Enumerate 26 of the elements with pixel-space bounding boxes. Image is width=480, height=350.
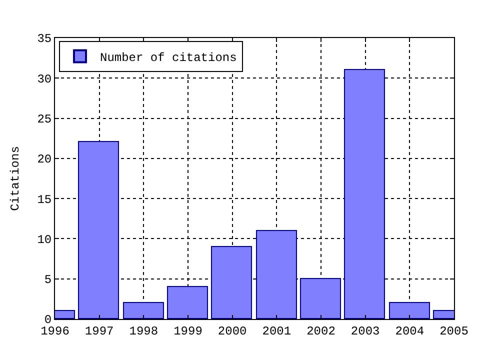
bar [300,278,341,319]
y-tick-label: 20 [37,152,52,167]
y-tick-label: 10 [37,232,52,247]
legend-label: Number of citations [100,50,237,65]
bar [344,69,385,319]
x-tick-label: 1999 [174,324,202,338]
bar [167,286,208,319]
y-tick-label: 30 [37,72,52,86]
x-tick-label: 2001 [262,324,292,338]
x-tick-label: 1997 [84,324,114,338]
x-tick-label: 2003 [350,324,380,338]
x-tick-label: 2004 [395,324,424,338]
bar [211,246,252,319]
x-tick-label: 2000 [218,324,247,338]
x-tick-label: 2002 [306,324,336,338]
y-tick-label: 15 [37,192,52,207]
x-tick-label: 1998 [129,324,158,338]
bar [123,302,164,319]
bar [389,302,430,319]
x-tick-label: 2005 [440,324,468,338]
bar [78,141,119,319]
bar [256,230,297,319]
y-tick-label: 35 [37,32,52,46]
y-tick-label: 25 [37,112,52,126]
y-tick-label: 5 [44,273,52,288]
y-axis-title: Citations [8,146,22,211]
